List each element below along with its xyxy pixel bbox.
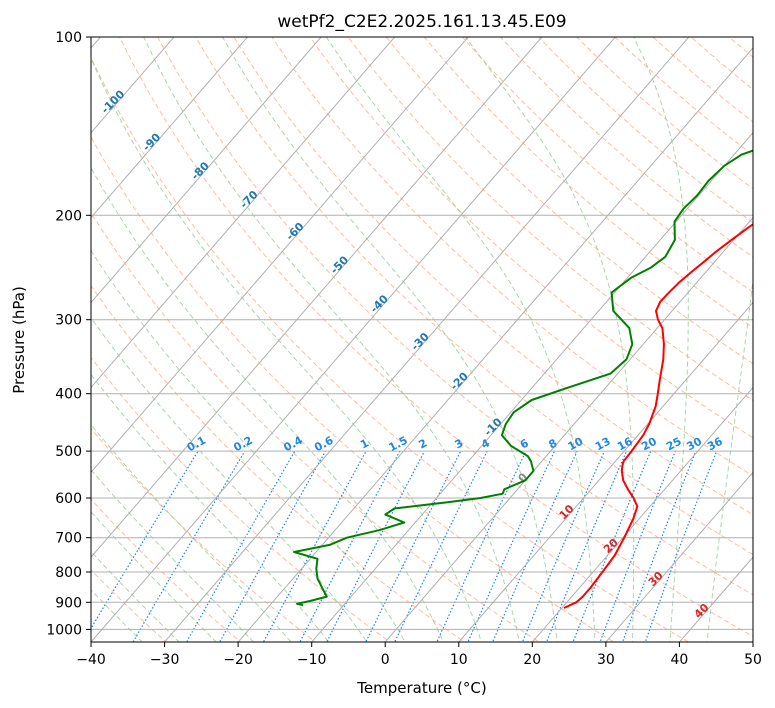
isotherm-line — [91, 37, 469, 474]
y-tick-label: 400 — [55, 387, 82, 403]
dry-adiabat-line — [385, 37, 753, 365]
dry-adiabat-line — [652, 37, 753, 123]
isotherm-line — [605, 471, 753, 642]
y-tick-label: 500 — [55, 444, 82, 460]
x-tick-label: 20 — [523, 652, 541, 668]
dry-adiabat-line — [233, 37, 753, 516]
y-tick-label: 300 — [55, 313, 82, 329]
x-tick-label: 10 — [450, 652, 468, 668]
dry-adiabat-line — [91, 284, 466, 642]
plot-frame — [90, 36, 754, 643]
y-axis-label: Pressure (hPa) — [10, 286, 28, 394]
y-tick-label: 100 — [55, 30, 82, 46]
mixing-ratio-line — [365, 450, 462, 642]
dry-adiabat-line — [91, 56, 690, 642]
mixing-ratio-line — [572, 450, 652, 642]
dry-adiabat-line — [499, 37, 753, 258]
y-tick-label: 700 — [55, 531, 82, 547]
dry-adiabat-line — [119, 37, 753, 637]
moist-adiabat-line — [91, 511, 217, 642]
x-tick-label: −20 — [223, 652, 253, 668]
isotherm-line — [91, 37, 543, 558]
dewpoint-profile-line — [293, 149, 753, 607]
mixing-ratio-label: 36 — [705, 435, 725, 454]
dry-adiabat-line — [309, 37, 753, 439]
mixing-ratio-line — [91, 450, 199, 630]
x-tick-label: 30 — [597, 652, 615, 668]
mixing-ratio-line — [219, 450, 327, 642]
x-tick-label: −40 — [76, 652, 106, 668]
isotherm-line — [311, 132, 753, 642]
mixing-ratio-line — [436, 450, 527, 642]
dry-adiabat-line — [91, 136, 615, 642]
temperature-profile-line — [563, 223, 753, 609]
isotherm-line — [384, 216, 753, 642]
isotherm-line — [91, 37, 175, 134]
y-tick-label: 800 — [55, 565, 82, 581]
y-tick-label: 200 — [55, 208, 82, 224]
moist-adiabat-line — [91, 469, 255, 642]
y-axis-ticks: 1000 900 800 700 600 500 400 300 200 100 — [46, 30, 91, 638]
isotherm-line — [91, 37, 249, 219]
x-tick-label: 40 — [670, 652, 688, 668]
isotherm-line — [163, 37, 690, 642]
x-axis-label: Temperature (°C) — [356, 679, 486, 697]
dry-adiabat-line — [423, 37, 753, 329]
x-tick-label: 0 — [381, 652, 390, 668]
mixing-ratio-line — [132, 450, 246, 642]
dry-adiabat-line — [91, 211, 541, 642]
mixing-ratio-label: 20 — [639, 435, 659, 454]
dry-adiabat-line — [537, 37, 753, 224]
sounding-profiles — [293, 149, 753, 609]
mixing-ratio-label: 10 — [566, 435, 586, 454]
x-axis-ticks: −40 −30 −20 −10 0 10 20 30 40 50 — [76, 642, 762, 668]
x-tick-label: 50 — [744, 652, 762, 668]
isotherm-line — [91, 37, 322, 304]
mixing-ratio-line — [326, 450, 426, 642]
mixing-ratio-label: 16 — [615, 435, 635, 454]
moist-adiabat-line — [91, 550, 180, 642]
mixing-ratio-line — [545, 450, 628, 642]
y-tick-label: 900 — [55, 595, 82, 611]
chart-title: wetPf2_C2E2.2025.161.13.45.E09 — [277, 12, 566, 32]
mixing-ratio-line — [621, 450, 697, 642]
mixing-ratio-label: 13 — [593, 435, 613, 454]
isotherm-line — [531, 386, 753, 642]
dry-adiabat-line — [91, 498, 242, 642]
isotherm-line — [91, 37, 616, 642]
mixing-ratio-label: 25 — [664, 435, 684, 454]
moist-adiabat-line — [91, 589, 143, 642]
grid-lines — [91, 37, 753, 642]
x-tick-label: −30 — [150, 652, 180, 668]
isotherm-line — [91, 37, 396, 389]
x-tick-label: −10 — [297, 652, 327, 668]
dry-adiabat-line — [195, 37, 753, 556]
mixing-ratio-label: 30 — [684, 435, 704, 454]
dry-adiabat-line — [157, 37, 753, 596]
moist-adiabat-line — [222, 37, 558, 642]
mixing-ratio-line — [394, 450, 488, 642]
mixing-ratio-line — [644, 450, 718, 642]
moist-adiabat-line — [706, 276, 753, 642]
mixing-ratio-line — [599, 450, 677, 642]
y-tick-label: 600 — [55, 491, 82, 507]
y-tick-label: 1000 — [46, 622, 82, 638]
isotherm-line — [458, 301, 753, 642]
mixing-ratio-line — [185, 450, 296, 642]
dry-adiabat-line — [614, 37, 753, 156]
moist-adiabat-line — [91, 57, 482, 642]
moist-adiabat-line — [91, 423, 292, 642]
